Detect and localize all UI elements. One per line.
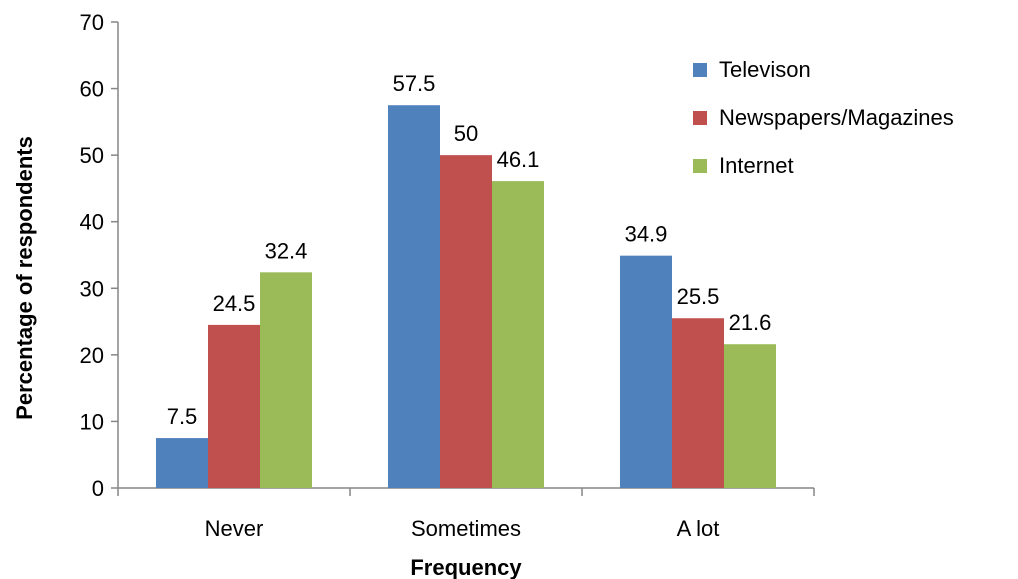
y-tick-label: 40	[80, 210, 104, 235]
legend-label: Internet	[719, 153, 794, 178]
y-tick-label: 10	[80, 409, 104, 434]
data-label: 32.4	[265, 238, 308, 263]
y-axis-title: Percentage of respondents	[12, 136, 37, 420]
y-tick-label: 20	[80, 343, 104, 368]
x-category-label: Sometimes	[411, 516, 521, 541]
data-label: 50	[454, 121, 478, 146]
bar	[620, 255, 672, 488]
y-tick-label: 70	[80, 10, 104, 35]
y-tick-label: 50	[80, 143, 104, 168]
legend-label: Newspapers/Magazines	[719, 105, 954, 130]
y-tick-label: 0	[92, 476, 104, 501]
bar	[440, 155, 492, 488]
legend-swatch	[693, 111, 707, 125]
x-axis-title: Frequency	[410, 555, 522, 579]
x-category-label: A lot	[677, 516, 720, 541]
bar	[724, 344, 776, 488]
y-tick-label: 30	[80, 276, 104, 301]
legend-label: Televison	[719, 57, 811, 82]
legend: Televison Newspapers/Magazines Internet	[693, 57, 954, 178]
x-axis: Never Sometimes A lot	[117, 487, 815, 541]
x-category-label: Never	[205, 516, 264, 541]
bar	[672, 318, 724, 488]
data-label: 24.5	[213, 291, 256, 316]
legend-swatch	[693, 63, 707, 77]
data-label: 34.9	[625, 222, 668, 247]
data-labels-group: 7.5 57.5 34.9 24.5 50 25.5 32.4 46.1 21.6	[167, 71, 772, 429]
bar	[388, 105, 440, 488]
bar	[492, 181, 544, 488]
data-label: 25.5	[677, 284, 720, 309]
bar	[156, 438, 208, 488]
bars-group	[156, 105, 776, 488]
legend-swatch	[693, 159, 707, 173]
y-tick-label: 60	[80, 77, 104, 102]
y-axis: 0 10 20 30 40 50 60 70	[80, 10, 119, 501]
bar	[208, 324, 260, 488]
data-label: 46.1	[497, 147, 540, 172]
bar	[260, 272, 312, 488]
data-label: 21.6	[729, 310, 772, 335]
data-label: 57.5	[393, 71, 436, 96]
data-label: 7.5	[167, 404, 198, 429]
